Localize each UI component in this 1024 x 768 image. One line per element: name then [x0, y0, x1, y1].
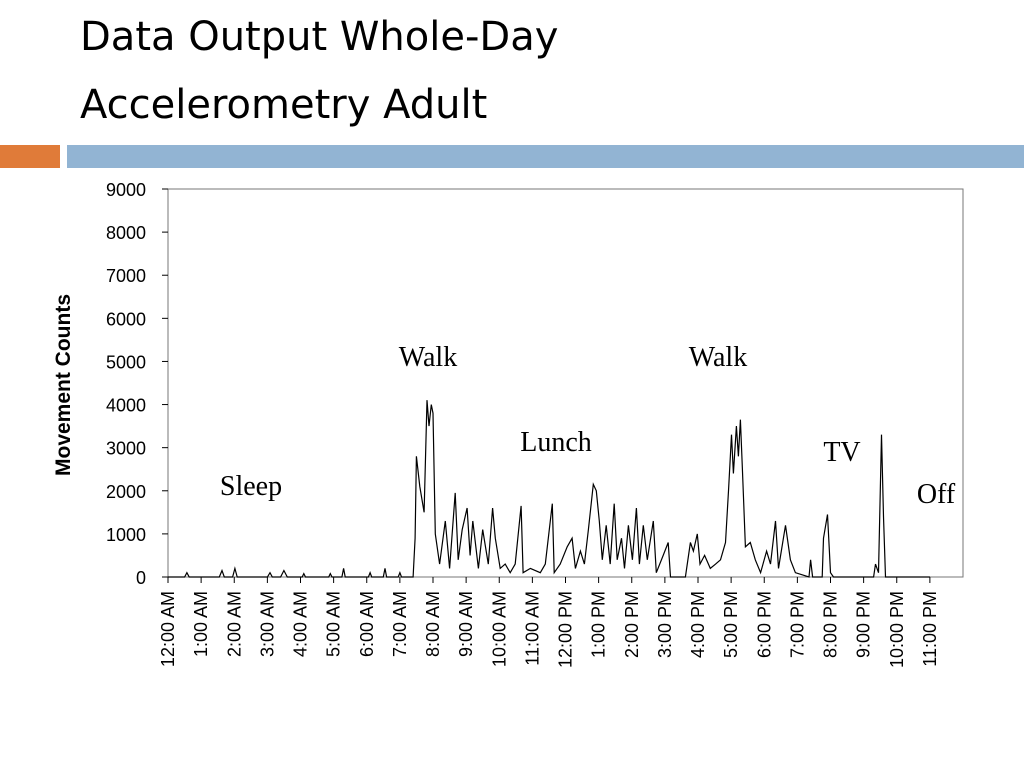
x-tick-label: 4:00 PM — [688, 591, 708, 658]
y-tick-label: 6000 — [106, 309, 146, 329]
x-tick-label: 2:00 AM — [224, 591, 244, 657]
data-line — [168, 400, 930, 578]
y-axis-label: Movement Counts — [52, 294, 75, 476]
x-tick-label: 10:00 PM — [887, 591, 907, 668]
x-tick-label: 9:00 PM — [854, 591, 874, 658]
y-tick-label: 8000 — [106, 223, 146, 243]
x-tick-label: 6:00 PM — [754, 591, 774, 658]
y-tick-label: 7000 — [106, 266, 146, 286]
y-tick-label: 9000 — [106, 180, 146, 200]
title-line: Data Output Whole-Day — [80, 14, 558, 60]
x-tick-label: 11:00 AM — [522, 591, 542, 666]
accent-bar — [0, 145, 60, 168]
y-tick-label: 4000 — [106, 396, 146, 416]
annotation: Off — [917, 479, 956, 510]
plot-frame — [167, 188, 964, 578]
annotation: Sleep — [220, 471, 282, 502]
x-tick-label: 3:00 AM — [257, 591, 277, 657]
x-tick-label: 5:00 AM — [324, 591, 344, 657]
x-tick-label: 7:00 PM — [787, 591, 807, 658]
x-tick-label: 1:00 AM — [191, 591, 211, 657]
x-tick-label: 12:00 PM — [556, 591, 576, 668]
y-tick-label: 3000 — [106, 439, 146, 459]
y-tick-label: 5000 — [106, 352, 146, 372]
annotation: Walk — [399, 342, 457, 373]
x-tick-label: 12:00 AM — [158, 591, 178, 667]
annotation: Walk — [689, 342, 747, 373]
annotation: Lunch — [520, 427, 592, 458]
x-tick-label: 7:00 AM — [390, 591, 410, 657]
x-tick-label: 1:00 PM — [589, 591, 609, 658]
y-tick-label: 2000 — [106, 482, 146, 502]
x-tick-label: 9:00 AM — [456, 591, 476, 657]
x-tick-label: 3:00 PM — [655, 591, 675, 658]
x-tick-label: 5:00 PM — [721, 591, 741, 658]
title-line: Accelerometry Adult — [80, 82, 487, 128]
x-tick-label: 11:00 PM — [920, 591, 940, 667]
x-tick-label: 2:00 PM — [622, 591, 642, 658]
x-tick-label: 4:00 AM — [291, 591, 311, 657]
x-tick-label: 8:00 PM — [821, 591, 841, 658]
annotation: TV — [823, 437, 860, 468]
y-tick-label: 1000 — [106, 525, 146, 545]
x-tick-label: 8:00 AM — [423, 591, 443, 657]
x-tick-label: 6:00 AM — [357, 591, 377, 657]
header-bar — [67, 145, 1024, 168]
y-tick-label: 0 — [136, 568, 146, 588]
x-tick-label: 10:00 AM — [489, 591, 509, 667]
